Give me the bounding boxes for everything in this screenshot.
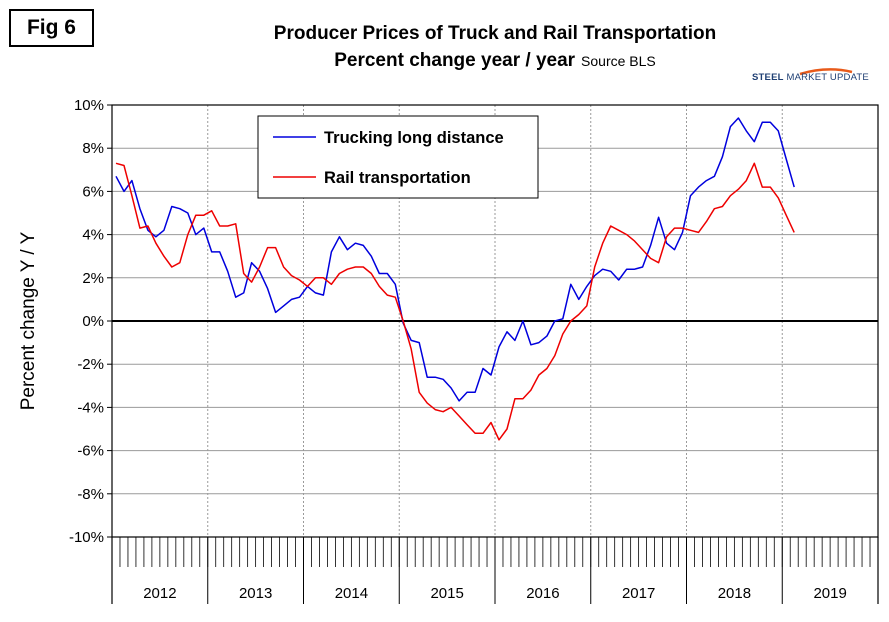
figure-label: Fig 6 [9, 9, 94, 47]
y-tick-label: 0% [82, 313, 104, 330]
y-tick-label: 6% [82, 183, 104, 200]
y-tick-label: -6% [77, 443, 104, 460]
source-note: Source BLS [581, 53, 656, 69]
y-tick-label: 8% [82, 140, 104, 157]
legend: Trucking long distance Rail transportatio… [257, 115, 539, 199]
y-tick-label: -4% [77, 399, 104, 416]
legend-label: Trucking long distance [324, 129, 504, 147]
x-year-label: 2014 [335, 585, 368, 602]
logo-text: STEEL MARKET UPDATE [752, 72, 869, 83]
series-line-trucking-long-distance [115, 117, 795, 402]
series-line-rail-transportation [115, 162, 795, 441]
y-axis-label: Percent change Y / Y [18, 231, 39, 410]
y-tick-label: 10% [74, 97, 104, 114]
chart-subtitle-line: Percent change year / year Source BLS [120, 50, 870, 72]
chart-title: Producer Prices of Truck and Rail Transp… [273, 23, 717, 44]
chart-subtitle: Percent change year / year [334, 50, 576, 71]
x-year-label: 2015 [430, 585, 463, 602]
y-tick-label: -8% [77, 486, 104, 503]
x-year-label: 2017 [622, 585, 655, 602]
y-tick-label: 4% [82, 227, 104, 244]
x-year-label: 2016 [526, 585, 559, 602]
y-tick-label: -2% [77, 356, 104, 373]
y-tick-label: 2% [82, 270, 104, 287]
x-year-label: 2013 [239, 585, 272, 602]
steel-market-update-logo: STEEL MARKET UPDATE [752, 68, 882, 98]
series-layer [115, 117, 795, 441]
x-year-label: 2019 [813, 585, 846, 602]
y-tick-label: -10% [69, 529, 104, 546]
logo-swoosh-icon [799, 68, 853, 76]
axes-layer: 10% 8% 6% 4% 2% 0% -2% -4% -6% -8% -10% 2012 2013 201… [18, 97, 879, 604]
x-year-label: 2012 [143, 585, 176, 602]
x-year-label: 2018 [718, 585, 751, 602]
legend-box [257, 115, 539, 199]
legend-label: Rail transportation [324, 169, 471, 187]
